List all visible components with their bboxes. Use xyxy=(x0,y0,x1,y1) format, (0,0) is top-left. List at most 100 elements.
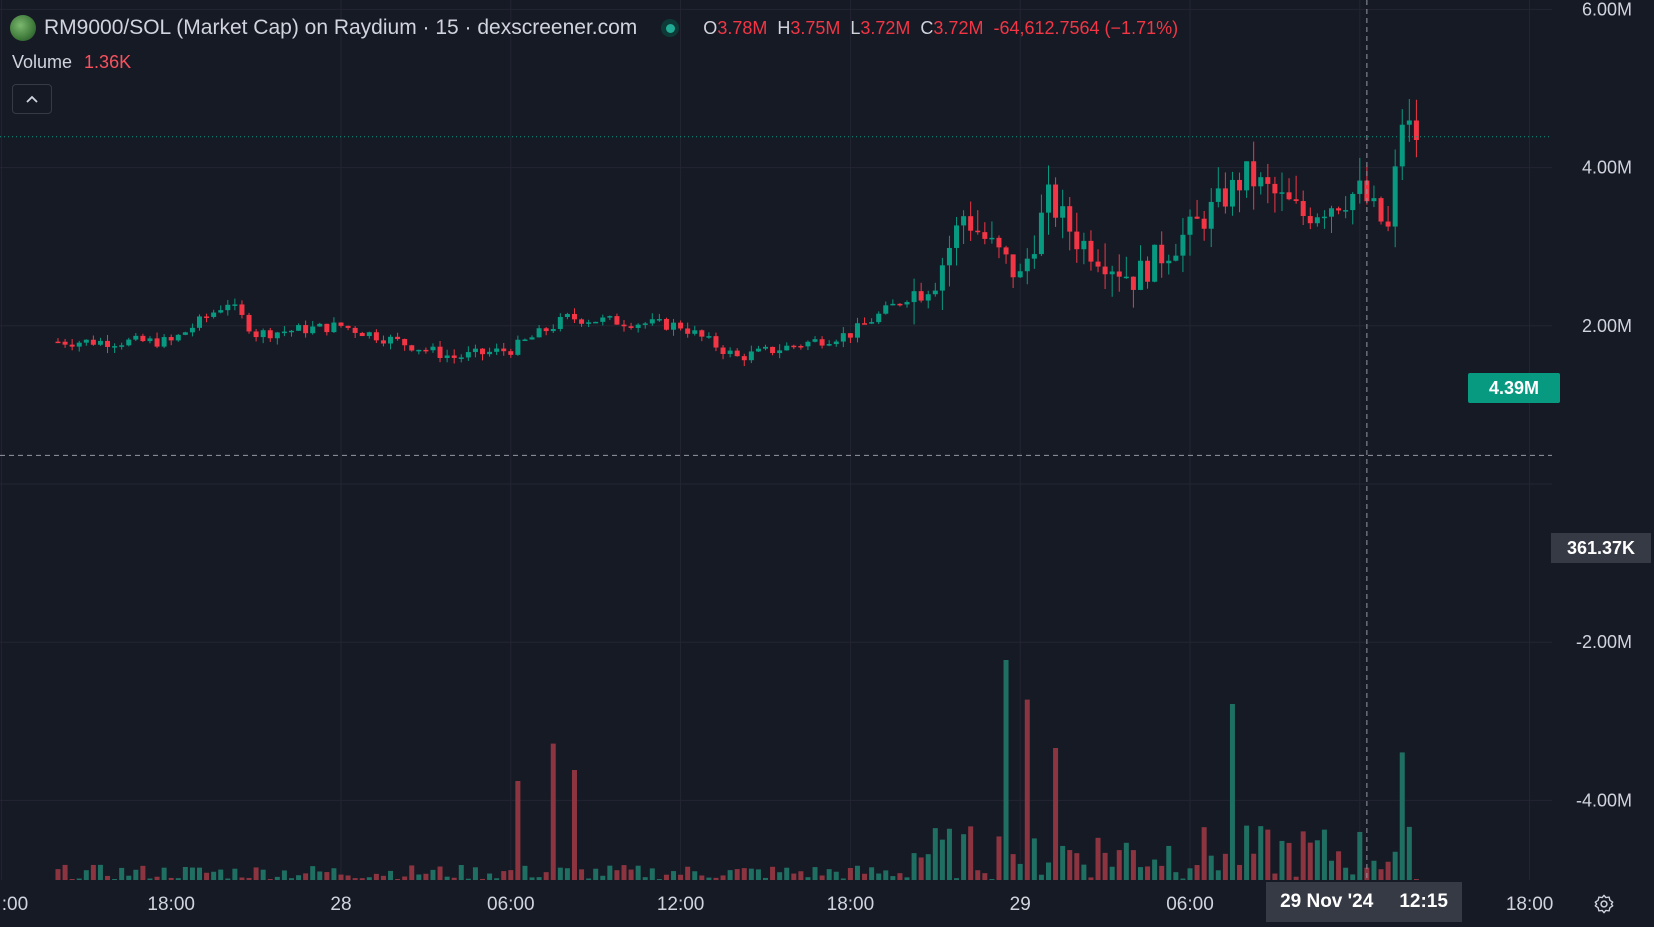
pepe-token-icon[interactable] xyxy=(10,15,36,41)
volume-bar xyxy=(133,869,139,880)
volume-bar xyxy=(175,878,181,880)
price-tick-label: 2.00M xyxy=(1582,316,1632,336)
candle-body xyxy=(1321,216,1327,219)
candle-body xyxy=(741,356,747,361)
candle-body xyxy=(345,325,351,328)
candle-body xyxy=(1385,221,1391,227)
candle-body xyxy=(805,341,811,347)
candle-body xyxy=(564,313,570,318)
candle-body xyxy=(416,349,422,352)
low-value: 3.72M xyxy=(860,17,911,38)
candle-body xyxy=(317,323,323,327)
candle-body xyxy=(1038,212,1044,255)
candle-body xyxy=(734,350,740,357)
volume-bar xyxy=(1166,845,1172,880)
candle-body xyxy=(862,323,868,325)
candle-body xyxy=(607,316,613,318)
volume-bar xyxy=(409,865,415,880)
candle-body xyxy=(989,237,995,240)
candle-body xyxy=(1116,271,1122,277)
volume-bar xyxy=(854,865,860,880)
candle-body xyxy=(1145,260,1151,282)
volume-bar xyxy=(1378,869,1384,880)
candle-body xyxy=(62,341,68,345)
candle-body xyxy=(402,339,408,346)
volume-bar xyxy=(395,879,401,880)
candle-body xyxy=(359,332,365,337)
candle-body xyxy=(968,216,974,231)
volume-bar xyxy=(197,867,202,880)
candle-body xyxy=(529,337,535,340)
volume-bar xyxy=(805,877,811,880)
candle-body xyxy=(791,345,797,348)
candle-body xyxy=(755,348,761,352)
volume-bar xyxy=(862,873,868,880)
candle-body xyxy=(876,313,882,323)
volume-bar xyxy=(1222,853,1228,880)
candle-body xyxy=(260,330,266,338)
candle-body xyxy=(430,346,436,351)
candle-body xyxy=(1208,201,1214,229)
volume-bar xyxy=(105,875,111,880)
volume-bar xyxy=(911,853,917,880)
volume-bar xyxy=(1307,842,1313,880)
candle-body xyxy=(748,351,754,361)
candle-body xyxy=(388,336,394,344)
chevron-up-icon xyxy=(26,95,38,103)
candle-body xyxy=(487,351,493,355)
candle-body xyxy=(925,294,931,301)
volume-bar xyxy=(720,875,726,880)
volume-bar xyxy=(352,878,358,880)
candle-body xyxy=(911,291,917,303)
volume-bar xyxy=(303,873,309,880)
volume-bar xyxy=(840,878,846,880)
candle-body xyxy=(232,304,238,306)
chart-title[interactable]: RM9000/SOL (Market Cap) on Raydium · 15 … xyxy=(44,16,638,39)
volume-legend: Volume 1.36K xyxy=(12,52,131,73)
candle-body xyxy=(649,319,655,324)
live-dot-icon xyxy=(661,19,680,37)
candle-body xyxy=(579,319,585,324)
candle-body xyxy=(1130,276,1136,290)
volume-bar xyxy=(1343,867,1349,880)
volume-bar xyxy=(1385,861,1391,880)
candle-body xyxy=(140,335,146,342)
candle-body xyxy=(55,341,61,344)
volume-bar xyxy=(1237,864,1243,880)
candle-body xyxy=(713,336,719,348)
candle-body xyxy=(204,316,210,318)
candle-body xyxy=(1251,161,1257,187)
collapse-legend-button[interactable] xyxy=(12,84,52,114)
time-tick-label: 18:00 xyxy=(1506,894,1554,915)
volume-bar xyxy=(763,877,768,880)
settings-button[interactable] xyxy=(1592,892,1616,916)
volume-bar xyxy=(557,867,563,880)
candle-body xyxy=(1279,192,1285,194)
volume-bar xyxy=(487,873,493,880)
volume-bar xyxy=(656,879,662,880)
time-tick-label: 29 xyxy=(1010,894,1031,915)
candle-body xyxy=(1187,216,1193,235)
candle-body xyxy=(1336,208,1342,211)
volume-bar xyxy=(480,878,485,880)
volume-bar xyxy=(182,866,188,880)
volume-bar xyxy=(529,877,535,880)
volume-bar xyxy=(1357,831,1363,880)
candle-body xyxy=(1378,198,1384,222)
candle-body xyxy=(380,340,386,344)
price-axis[interactable]: 14.00M12.00M10.00M8.00M6.00M4.00M2.00M-2… xyxy=(1572,0,1632,922)
candle-body xyxy=(1300,201,1306,217)
volume-bar xyxy=(437,866,443,880)
volume-bar xyxy=(1392,851,1398,880)
candle-body xyxy=(281,331,287,334)
volume-bar xyxy=(522,865,528,880)
volume-bar xyxy=(1293,876,1299,880)
candle-body xyxy=(274,332,280,339)
volume-bar xyxy=(338,874,344,880)
candle-body xyxy=(90,339,96,345)
candle-body xyxy=(126,339,132,346)
volume-bar xyxy=(1350,874,1356,880)
candle-body xyxy=(996,237,1002,248)
